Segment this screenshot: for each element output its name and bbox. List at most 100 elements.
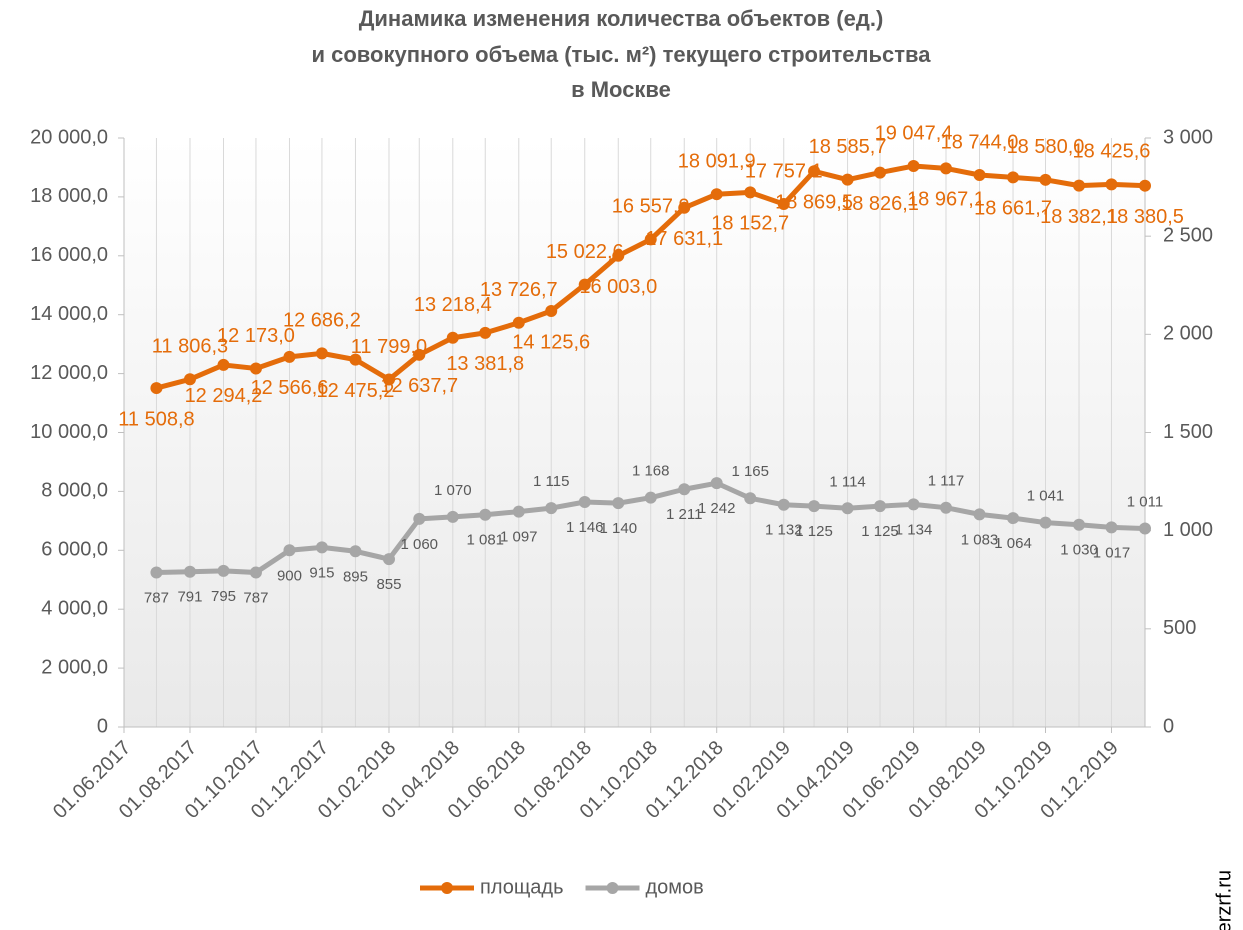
data-label: 11 799,0 xyxy=(351,336,427,358)
data-label: 18 826,1 xyxy=(841,193,919,215)
point xyxy=(1105,521,1118,534)
point xyxy=(349,353,362,366)
point xyxy=(150,566,163,579)
point xyxy=(315,541,328,554)
data-label: 12 686,2 xyxy=(283,310,361,332)
point xyxy=(907,498,920,511)
y-tick-label: 16 000,0 xyxy=(30,244,108,266)
data-label: 18 380,5 xyxy=(1106,206,1184,228)
y2-tick-label: 1 500 xyxy=(1163,421,1213,443)
point xyxy=(644,233,657,246)
data-label: 1 070 xyxy=(434,482,472,499)
data-label: 18 382,1 xyxy=(1040,206,1118,228)
data-label: 17 757,1 xyxy=(745,160,823,182)
point xyxy=(1073,518,1086,531)
y2-tick-label: 2 000 xyxy=(1163,323,1213,345)
point xyxy=(283,544,296,557)
data-label: 1 211 xyxy=(666,506,702,523)
point xyxy=(808,500,821,513)
data-label: 14 125,6 xyxy=(512,331,590,353)
data-label: 787 xyxy=(144,589,169,606)
point xyxy=(744,492,757,505)
plot-area xyxy=(124,138,1145,727)
point xyxy=(612,249,625,262)
point xyxy=(710,477,723,490)
data-label: 18 152,7 xyxy=(711,213,789,235)
data-label: 1 140 xyxy=(600,520,638,537)
point xyxy=(874,500,887,513)
data-label: 1 041 xyxy=(1027,488,1065,505)
point xyxy=(382,373,395,386)
data-label: 1 117 xyxy=(928,473,964,490)
data-label: 15 022,6 xyxy=(546,241,624,263)
point xyxy=(150,382,163,395)
data-label: 12 637,7 xyxy=(380,375,458,397)
data-label: 1 097 xyxy=(500,529,538,546)
point xyxy=(939,162,952,175)
point xyxy=(874,166,887,179)
data-label: 855 xyxy=(376,576,401,593)
data-label: 791 xyxy=(177,589,202,606)
point xyxy=(249,362,262,375)
point xyxy=(413,512,426,525)
data-label: 18 869,5 xyxy=(775,192,853,214)
data-label: 1 125 xyxy=(861,523,899,540)
point xyxy=(777,498,790,511)
point xyxy=(777,198,790,211)
y-tick-label: 12 000,0 xyxy=(30,362,108,384)
point xyxy=(283,350,296,363)
point xyxy=(217,358,230,371)
data-label: 787 xyxy=(243,589,268,606)
data-label: 12 566,6 xyxy=(251,377,329,399)
data-label: 1 017 xyxy=(1093,544,1131,561)
data-label: 12 294,2 xyxy=(185,385,263,407)
point xyxy=(1073,179,1086,192)
data-label: 915 xyxy=(309,564,334,581)
data-label: 1 115 xyxy=(533,473,569,490)
point xyxy=(183,373,196,386)
y-tick-label: 6 000,0 xyxy=(41,539,108,561)
data-label: 1 242 xyxy=(698,500,736,517)
y-tick-label: 18 000,0 xyxy=(30,185,108,207)
y2-tick-label: 1 000 xyxy=(1163,519,1213,541)
data-label: 1 165 xyxy=(731,463,769,480)
point xyxy=(678,201,691,214)
point xyxy=(545,502,558,515)
data-label: 13 726,7 xyxy=(480,279,558,301)
point xyxy=(710,188,723,201)
data-label: 1 083 xyxy=(961,531,999,548)
point xyxy=(545,305,558,318)
point xyxy=(413,348,426,361)
legend-swatch xyxy=(441,882,453,894)
point xyxy=(479,508,492,521)
point xyxy=(841,173,854,186)
point xyxy=(1105,178,1118,191)
legend-label: домов xyxy=(646,876,704,898)
data-label: 1 081 xyxy=(466,532,504,549)
y-tick-label: 10 000,0 xyxy=(30,421,108,443)
data-label: 11 508,8 xyxy=(118,408,194,430)
point xyxy=(973,508,986,521)
point xyxy=(349,545,362,558)
credit: © erzrf.ru xyxy=(1213,870,1235,930)
data-label: 12 475,2 xyxy=(317,380,395,402)
data-label: 1 060 xyxy=(400,536,438,553)
y-tick-label: 4 000,0 xyxy=(41,597,108,619)
point xyxy=(479,326,492,339)
data-label: 18 580,0 xyxy=(1007,136,1085,158)
data-label: 18 091,9 xyxy=(678,150,756,172)
data-label: 18 661,7 xyxy=(974,198,1052,220)
point xyxy=(217,564,230,577)
point xyxy=(249,566,262,579)
y-tick-label: 14 000,0 xyxy=(30,303,108,325)
data-label: 11 806,3 xyxy=(152,336,228,358)
data-label: 18 744,0 xyxy=(941,131,1019,153)
y-tick-label: 20 000,0 xyxy=(30,126,108,148)
data-label: 1 125 xyxy=(795,523,833,540)
data-label: 16 003,0 xyxy=(579,276,657,298)
chart-title: и совокупного объема (тыс. м²) текущего … xyxy=(312,42,932,67)
chart-title: в Москве xyxy=(571,77,671,102)
y2-tick-label: 2 500 xyxy=(1163,224,1213,246)
y-tick-label: 2 000,0 xyxy=(41,656,108,678)
